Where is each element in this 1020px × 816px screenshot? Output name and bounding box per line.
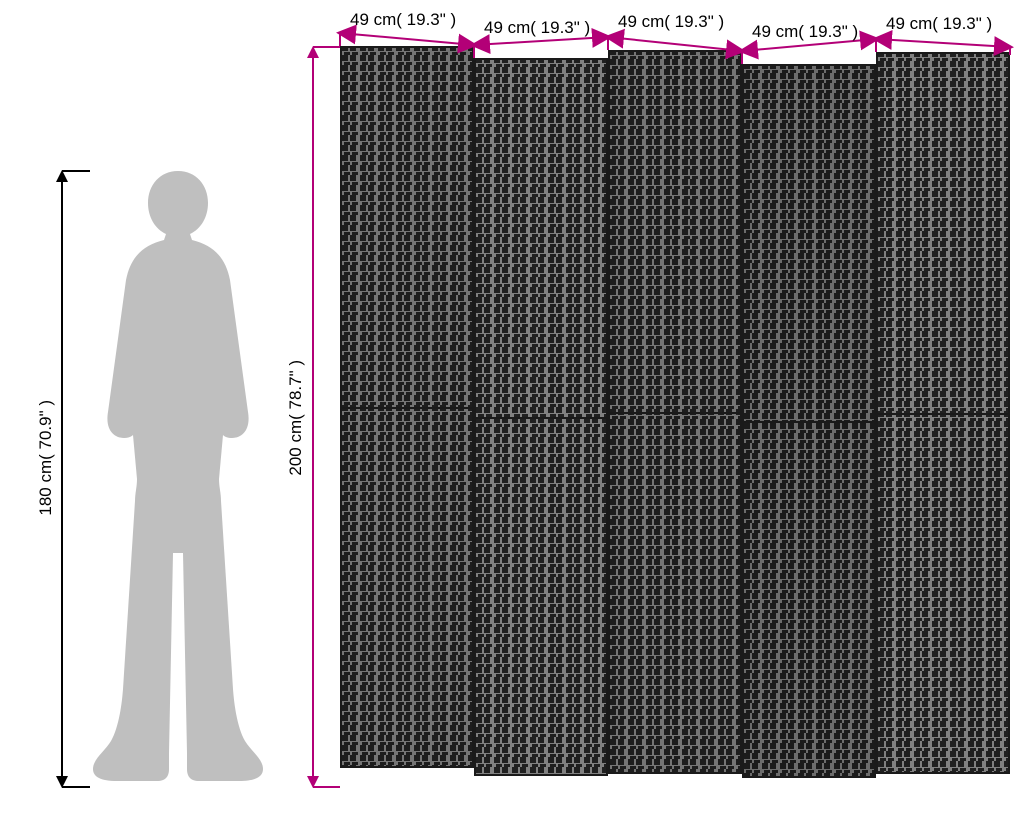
dim-top-label-1: 49 cm( 19.3" ) <box>350 10 456 30</box>
divider-panel-3 <box>608 50 742 774</box>
human-silhouette <box>90 171 265 792</box>
dim-top-label-3: 49 cm( 19.3" ) <box>618 12 724 32</box>
dim-200-label: 200 cm( 78.7" ) <box>286 360 306 476</box>
divider-panel-2 <box>474 58 608 776</box>
dim-top-line <box>0 0 1020 80</box>
divider-panel-5 <box>876 52 1010 774</box>
divider-panel-1 <box>340 46 474 768</box>
dim-top-label-5: 49 cm( 19.3" ) <box>886 14 992 34</box>
dim-180-label: 180 cm( 70.9" ) <box>36 400 56 516</box>
divider-panel-4 <box>742 64 876 778</box>
dim-top-label-2: 49 cm( 19.3" ) <box>484 18 590 38</box>
dim-top-label-4: 49 cm( 19.3" ) <box>752 22 858 42</box>
